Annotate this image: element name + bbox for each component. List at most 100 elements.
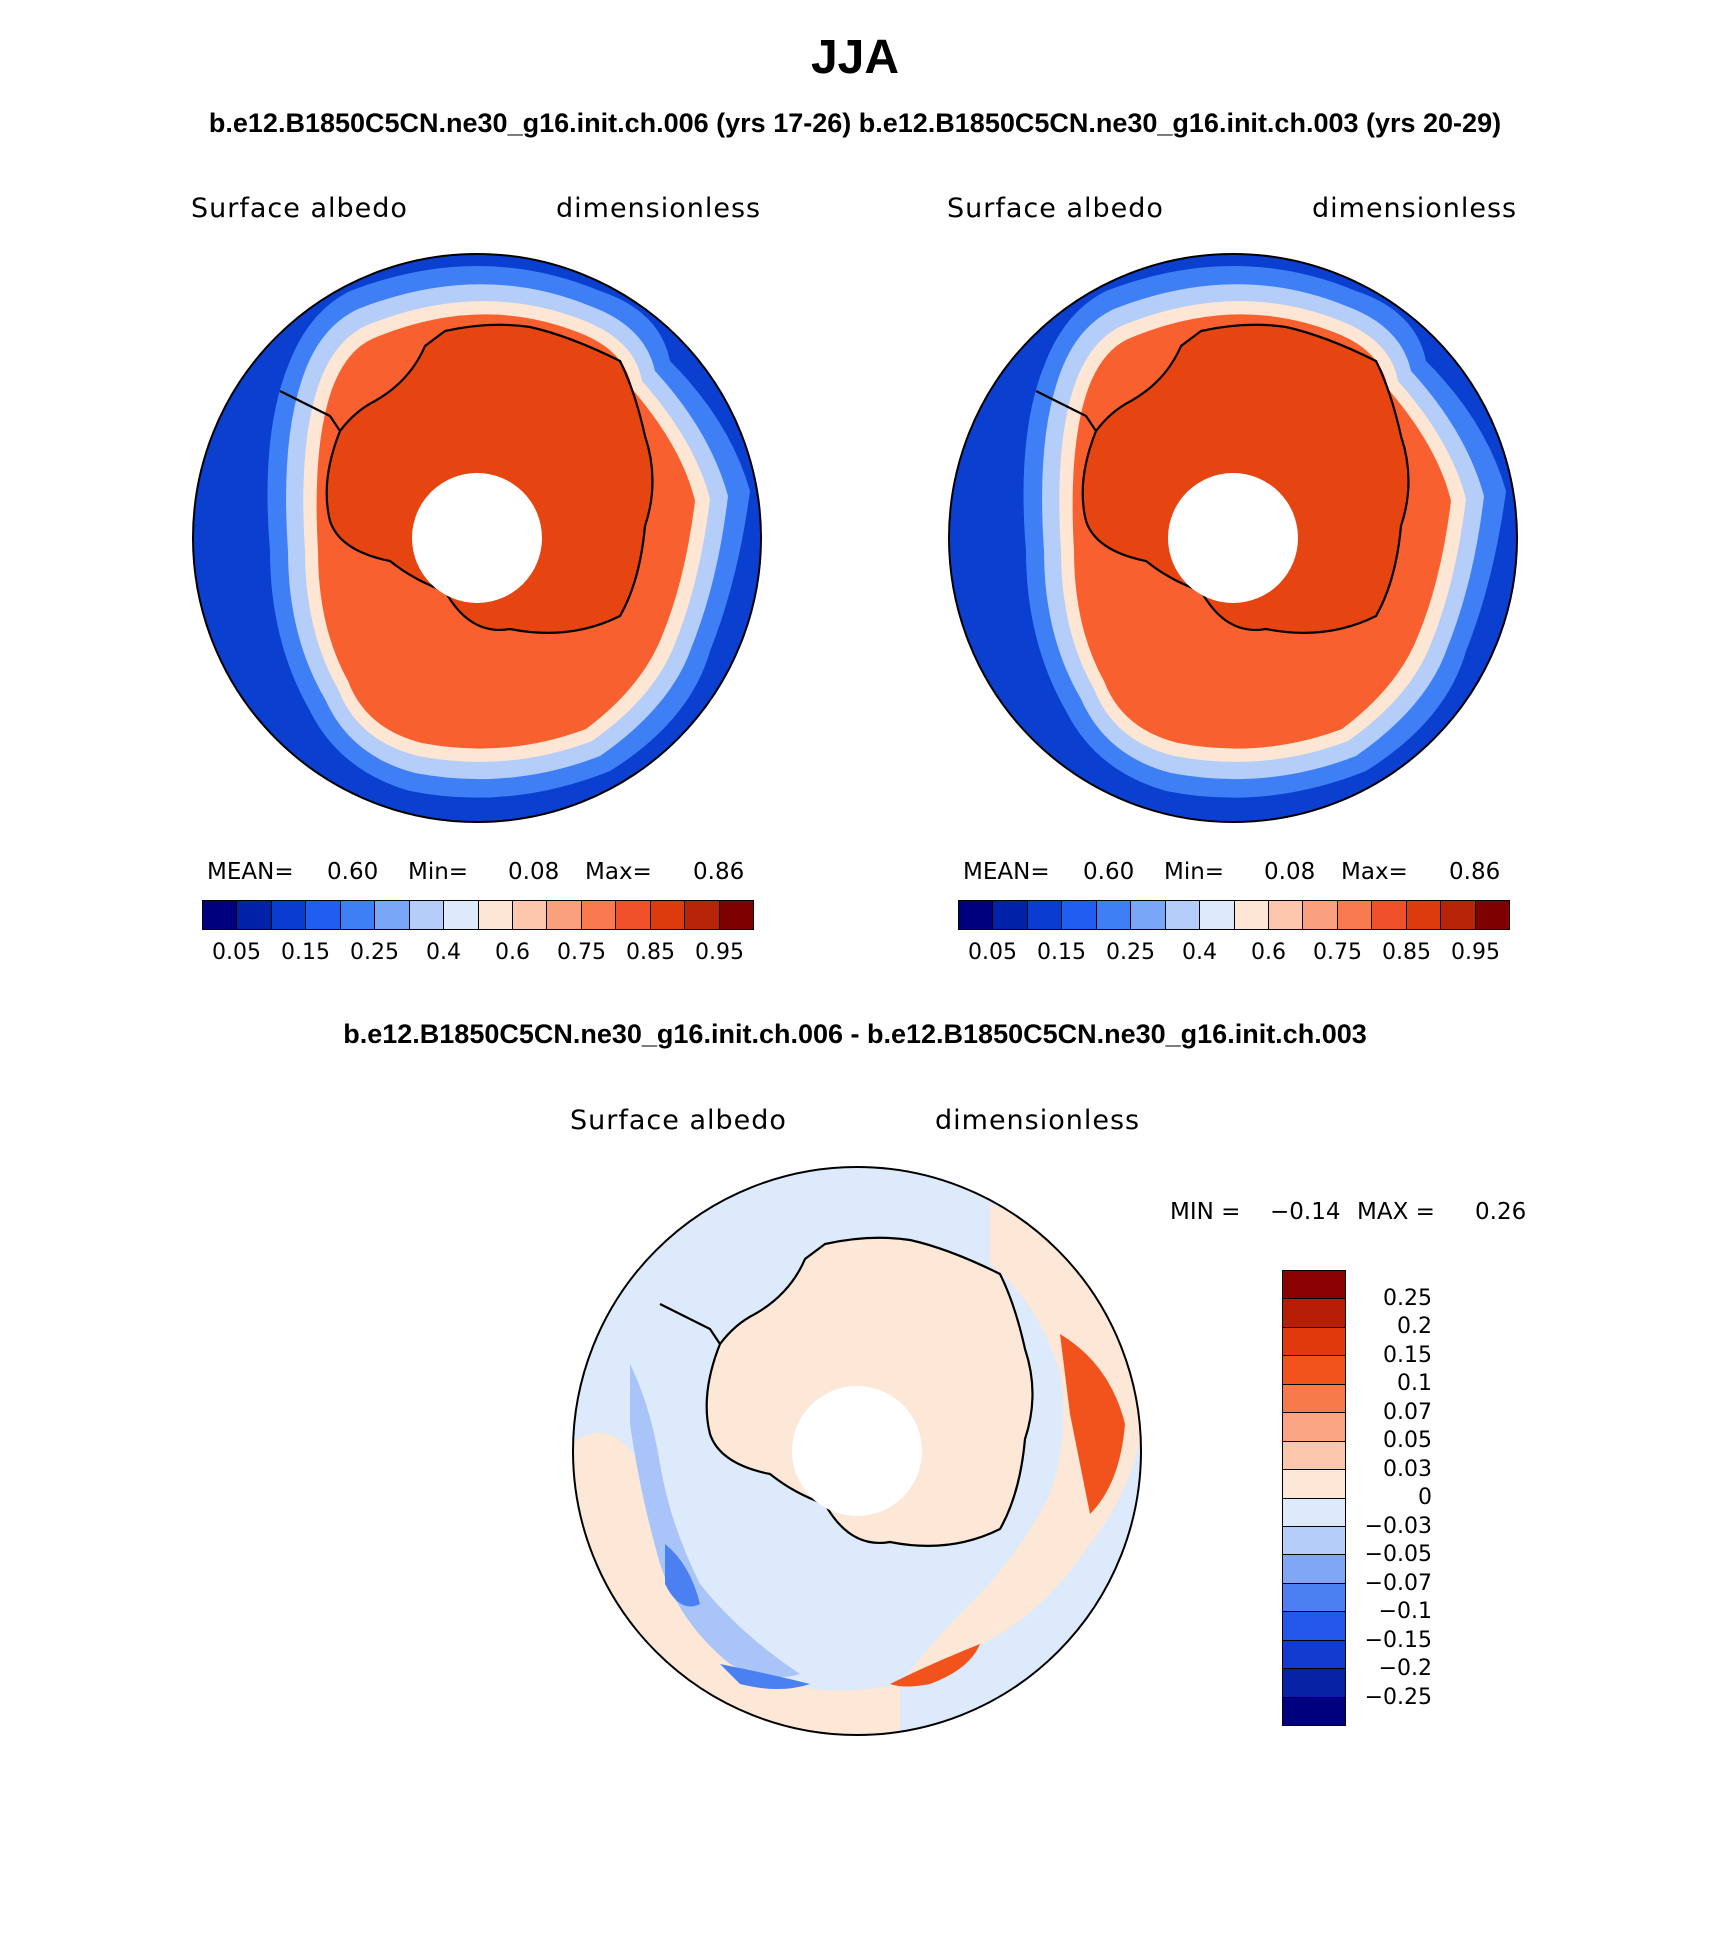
- colorbar-swatch: [1283, 1640, 1345, 1670]
- colorbar-swatch: [1062, 901, 1097, 929]
- colorbar-swatch: [547, 901, 582, 929]
- colorbar-swatch: [993, 901, 1028, 929]
- panel1-min-value: 0.08: [508, 859, 560, 885]
- colorbar-tick-label: −0.1: [1378, 1599, 1432, 1624]
- colorbar-swatch: [1283, 1327, 1345, 1357]
- colorbar-swatch: [271, 901, 307, 929]
- panel1-polar-map: [192, 253, 762, 823]
- colorbar-swatch: [1283, 1697, 1345, 1725]
- colorbar-swatch: [1475, 901, 1509, 929]
- colorbar-tick-label: 0.85: [626, 940, 675, 965]
- colorbar-swatch: [306, 901, 341, 929]
- colorbar-tick-label: 0.15: [1383, 1342, 1432, 1368]
- panel1-colorbar: [202, 900, 754, 930]
- difference-colorbar: [1282, 1270, 1346, 1726]
- colorbar-swatch: [1372, 901, 1407, 929]
- colorbar-swatch: [478, 901, 513, 929]
- colorbar-tick-label: −0.2: [1378, 1656, 1432, 1681]
- colorbar-tick-label: 0.05: [968, 940, 1017, 965]
- colorbar-tick-label: 0.75: [1313, 940, 1362, 965]
- panel1-units-label: dimensionless: [556, 193, 762, 224]
- polar-data-gap: [1168, 473, 1298, 603]
- colorbar-tick-label: 0.07: [1383, 1399, 1432, 1425]
- colorbar-swatch: [1283, 1555, 1345, 1584]
- colorbar-swatch: [1283, 1583, 1345, 1613]
- diff-min-value: −0.14: [1270, 1199, 1341, 1225]
- colorbar-swatch: [1283, 1413, 1345, 1442]
- colorbar-swatch: [1283, 1612, 1345, 1641]
- colorbar-swatch: [1406, 901, 1442, 929]
- colorbar-tick-label: 0.25: [1383, 1285, 1432, 1311]
- colorbar-swatch: [1283, 1356, 1345, 1385]
- colorbar-tick-label: 0.95: [1451, 940, 1500, 965]
- panel2-mean-value: 0.60: [1083, 859, 1135, 885]
- colorbar-swatch: [959, 901, 994, 929]
- colorbar-swatch: [1441, 901, 1476, 929]
- positive-anomaly-band: [900, 1204, 1141, 1684]
- colorbar-tick-label: 0.15: [1037, 940, 1086, 965]
- colorbar-swatch: [719, 901, 753, 929]
- colorbar-tick-label: 0.15: [281, 940, 330, 965]
- colorbar-tick-label: 0.1: [1397, 1371, 1432, 1396]
- colorbar-tick-label: −0.15: [1364, 1627, 1432, 1653]
- diff-min-label: MIN =: [1170, 1199, 1241, 1225]
- colorbar-tick-label: 0.4: [426, 940, 461, 965]
- colorbar-tick-label: 0.95: [695, 940, 744, 965]
- colorbar-swatch: [616, 901, 651, 929]
- panel1-variable-label: Surface albedo: [191, 193, 408, 224]
- colorbar-swatch: [650, 901, 686, 929]
- polar-data-gap: [792, 1386, 922, 1516]
- colorbar-swatch: [1027, 901, 1063, 929]
- strong-positive-anomaly: [1060, 1334, 1125, 1514]
- panel2-polar-map: [948, 253, 1518, 823]
- diff-units-label: dimensionless: [935, 1105, 1141, 1136]
- polar-data-gap: [412, 473, 542, 603]
- colorbar-tick-label: −0.07: [1364, 1570, 1432, 1596]
- colorbar-tick-label: 0.6: [1251, 940, 1286, 965]
- map-border: [192, 253, 762, 823]
- colorbar-tick-label: 0: [1418, 1485, 1432, 1510]
- colorbar-tick-label: 0.05: [212, 940, 261, 965]
- map-border: [572, 1166, 1142, 1736]
- page-title: JJA: [810, 31, 900, 84]
- difference-title: b.e12.B1850C5CN.ne30_g16.init.ch.006 - b…: [343, 1019, 1367, 1049]
- colorbar-swatch: [1283, 1498, 1345, 1527]
- positive-anomaly-patch: [890, 1644, 980, 1687]
- map-border: [948, 253, 1518, 823]
- colorbar-swatch: [1200, 901, 1235, 929]
- panel2-max-value: 0.86: [1449, 859, 1501, 885]
- colorbar-tick-label: 0.25: [350, 940, 399, 965]
- panel2-colorbar: [958, 900, 1510, 930]
- colorbar-swatch: [581, 901, 617, 929]
- colorbar-swatch: [1283, 1669, 1345, 1698]
- colorbar-swatch: [409, 901, 445, 929]
- difference-polar-map: [572, 1166, 1142, 1736]
- colorbar-swatch: [1131, 901, 1166, 929]
- colorbar-swatch: [203, 901, 238, 929]
- colorbar-tick-label: −0.05: [1364, 1542, 1432, 1567]
- colorbar-swatch: [444, 901, 479, 929]
- panel1-min-label: Min=: [408, 859, 469, 885]
- diff-max-label: MAX =: [1357, 1199, 1435, 1225]
- colorbar-swatch: [1283, 1526, 1345, 1556]
- panel2-min-value: 0.08: [1264, 859, 1316, 885]
- colorbar-swatch: [1234, 901, 1269, 929]
- colorbar-tick-label: −0.25: [1364, 1684, 1432, 1710]
- diff-max-value: 0.26: [1475, 1199, 1527, 1225]
- panel2-min-label: Min=: [1164, 859, 1225, 885]
- colorbar-swatch: [1283, 1299, 1345, 1328]
- panel1-max-label: Max=: [585, 859, 652, 885]
- colorbar-tick-label: −0.03: [1364, 1513, 1432, 1539]
- coastline: [659, 1236, 1034, 1547]
- colorbar-tick-label: 0.2: [1397, 1314, 1432, 1339]
- panel1-mean-label: MEAN=: [207, 859, 294, 885]
- colorbar-swatch: [1268, 901, 1304, 929]
- colorbar-tick-label: 0.03: [1383, 1456, 1432, 1482]
- colorbar-swatch: [1096, 901, 1132, 929]
- colorbar-tick-label: 0.25: [1106, 940, 1155, 965]
- negative-anomaly-band: [630, 1364, 800, 1678]
- colorbar-swatch: [685, 901, 720, 929]
- panel2-max-label: Max=: [1341, 859, 1408, 885]
- panel2-units-label: dimensionless: [1312, 193, 1518, 224]
- panel2-mean-label: MEAN=: [963, 859, 1050, 885]
